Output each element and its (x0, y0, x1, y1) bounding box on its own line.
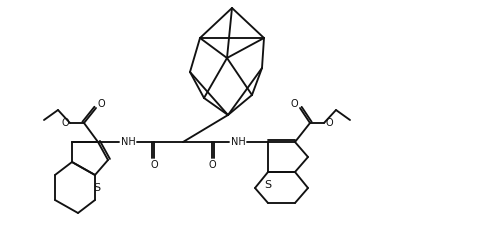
Text: O: O (61, 118, 69, 128)
Text: S: S (264, 180, 271, 190)
Text: NH: NH (121, 137, 135, 147)
Text: O: O (97, 99, 105, 109)
Text: O: O (325, 118, 333, 128)
Text: O: O (150, 160, 158, 170)
Text: NH: NH (230, 137, 245, 147)
Text: O: O (208, 160, 216, 170)
Text: S: S (93, 183, 100, 193)
Text: O: O (290, 99, 298, 109)
